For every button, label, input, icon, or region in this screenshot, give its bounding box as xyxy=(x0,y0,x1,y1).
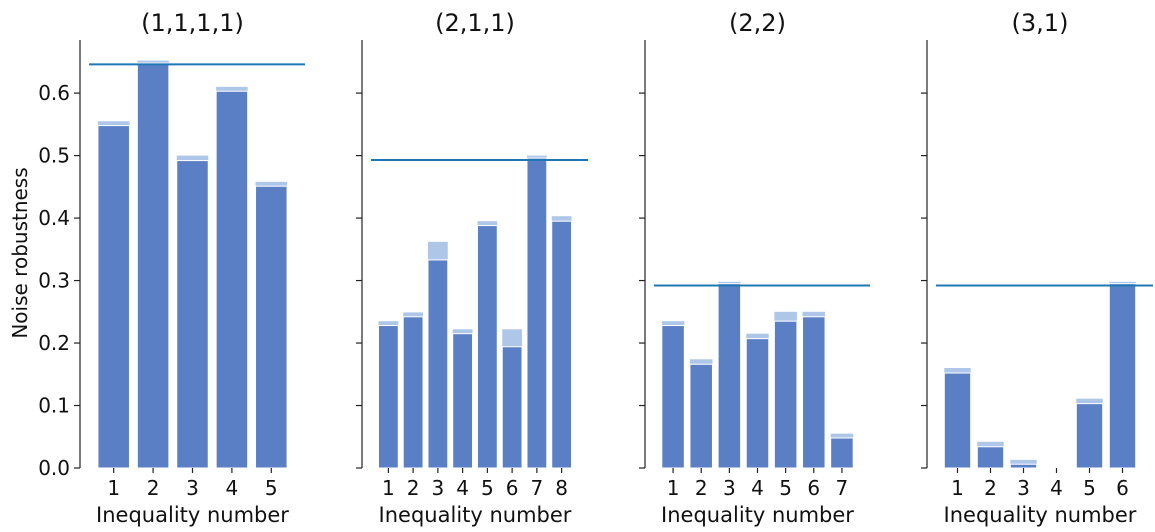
subplot-title: (2,2) xyxy=(729,9,786,37)
x-tick-label: 3 xyxy=(432,476,445,500)
bar xyxy=(402,316,424,469)
y-tick-label: 0.4 xyxy=(38,206,70,230)
x-tick-label: 3 xyxy=(1017,476,1030,500)
x-tick-label: 7 xyxy=(531,476,544,500)
y-tick-label: 0.0 xyxy=(38,456,70,480)
x-tick-label: 2 xyxy=(147,476,160,500)
x-tick-label: 5 xyxy=(481,476,494,500)
bar xyxy=(661,325,685,469)
bar xyxy=(97,125,130,469)
bar xyxy=(1075,403,1104,469)
bar xyxy=(1009,463,1038,469)
subplot-4: 1 2 3 4 5 6 (3,1) Inequality number xyxy=(921,9,1153,527)
subplot-3: 1 2 3 4 5 6 7 (2,2) Inequality number xyxy=(639,9,870,527)
bar xyxy=(215,90,249,469)
x-tick-label: 6 xyxy=(807,476,820,500)
subplot-2: 1 2 3 4 5 6 7 8 (2,1,1) Inequality number xyxy=(356,9,588,527)
x-tick-label: 7 xyxy=(836,476,849,500)
subplot-title: (2,1,1) xyxy=(435,9,515,37)
x-tick-label: 1 xyxy=(951,476,964,500)
x-tick-label: 2 xyxy=(984,476,997,500)
y-tick-label: 0.6 xyxy=(38,81,70,105)
bar xyxy=(773,320,798,469)
bar xyxy=(943,372,972,469)
bar xyxy=(745,338,770,469)
y-tick-label: 0.3 xyxy=(38,269,70,293)
x-tick-label: 8 xyxy=(555,476,568,500)
x-tick-label: 1 xyxy=(667,476,680,500)
subplot-title: (1,1,1,1) xyxy=(141,9,244,37)
bar xyxy=(1108,283,1137,469)
bar xyxy=(717,283,742,469)
x-tick-label: 2 xyxy=(695,476,708,500)
bar xyxy=(802,316,826,469)
x-axis-label: Inequality number xyxy=(96,503,289,527)
y-tick-label: 0.1 xyxy=(38,394,70,418)
x-tick-label: 4 xyxy=(456,476,469,500)
bar xyxy=(427,259,449,469)
y-axis-label: Noise robustness xyxy=(8,167,32,338)
y-tick-label: 0.2 xyxy=(38,331,70,355)
x-tick-label: 2 xyxy=(407,476,420,500)
bar xyxy=(689,363,713,469)
subplot-title: (3,1) xyxy=(1012,9,1069,37)
bar xyxy=(136,62,170,469)
y-tick-label: 0.5 xyxy=(38,144,70,168)
x-tick-label: 6 xyxy=(506,476,519,500)
x-tick-label: 3 xyxy=(186,476,199,500)
x-tick-label: 1 xyxy=(382,476,395,500)
bar xyxy=(501,346,523,469)
bar xyxy=(476,225,498,469)
x-tick-label: 4 xyxy=(751,476,764,500)
bar xyxy=(551,220,573,469)
x-tick-label: 5 xyxy=(265,476,278,500)
bar xyxy=(830,437,854,469)
x-tick-label: 4 xyxy=(226,476,239,500)
bar xyxy=(976,446,1005,469)
bar xyxy=(526,157,548,469)
x-axis-label: Inequality number xyxy=(944,503,1137,527)
bar xyxy=(452,333,474,469)
x-tick-label: 1 xyxy=(107,476,120,500)
x-tick-label: 5 xyxy=(779,476,792,500)
x-tick-label: 5 xyxy=(1083,476,1096,500)
bar xyxy=(255,185,288,469)
x-axis-label: Inequality number xyxy=(379,503,572,527)
bar xyxy=(176,160,209,469)
bar xyxy=(377,325,399,469)
subplot-1: 0.0 0.1 0.2 0.3 0.4 0.5 0.6 1 2 3 4 5 (1,1,1,1) Inequ… xyxy=(38,9,305,527)
x-axis-label: Inequality number xyxy=(661,503,854,527)
x-tick-label: 3 xyxy=(723,476,736,500)
x-tick-label: 4 xyxy=(1050,476,1063,500)
x-tick-label: 6 xyxy=(1116,476,1129,500)
